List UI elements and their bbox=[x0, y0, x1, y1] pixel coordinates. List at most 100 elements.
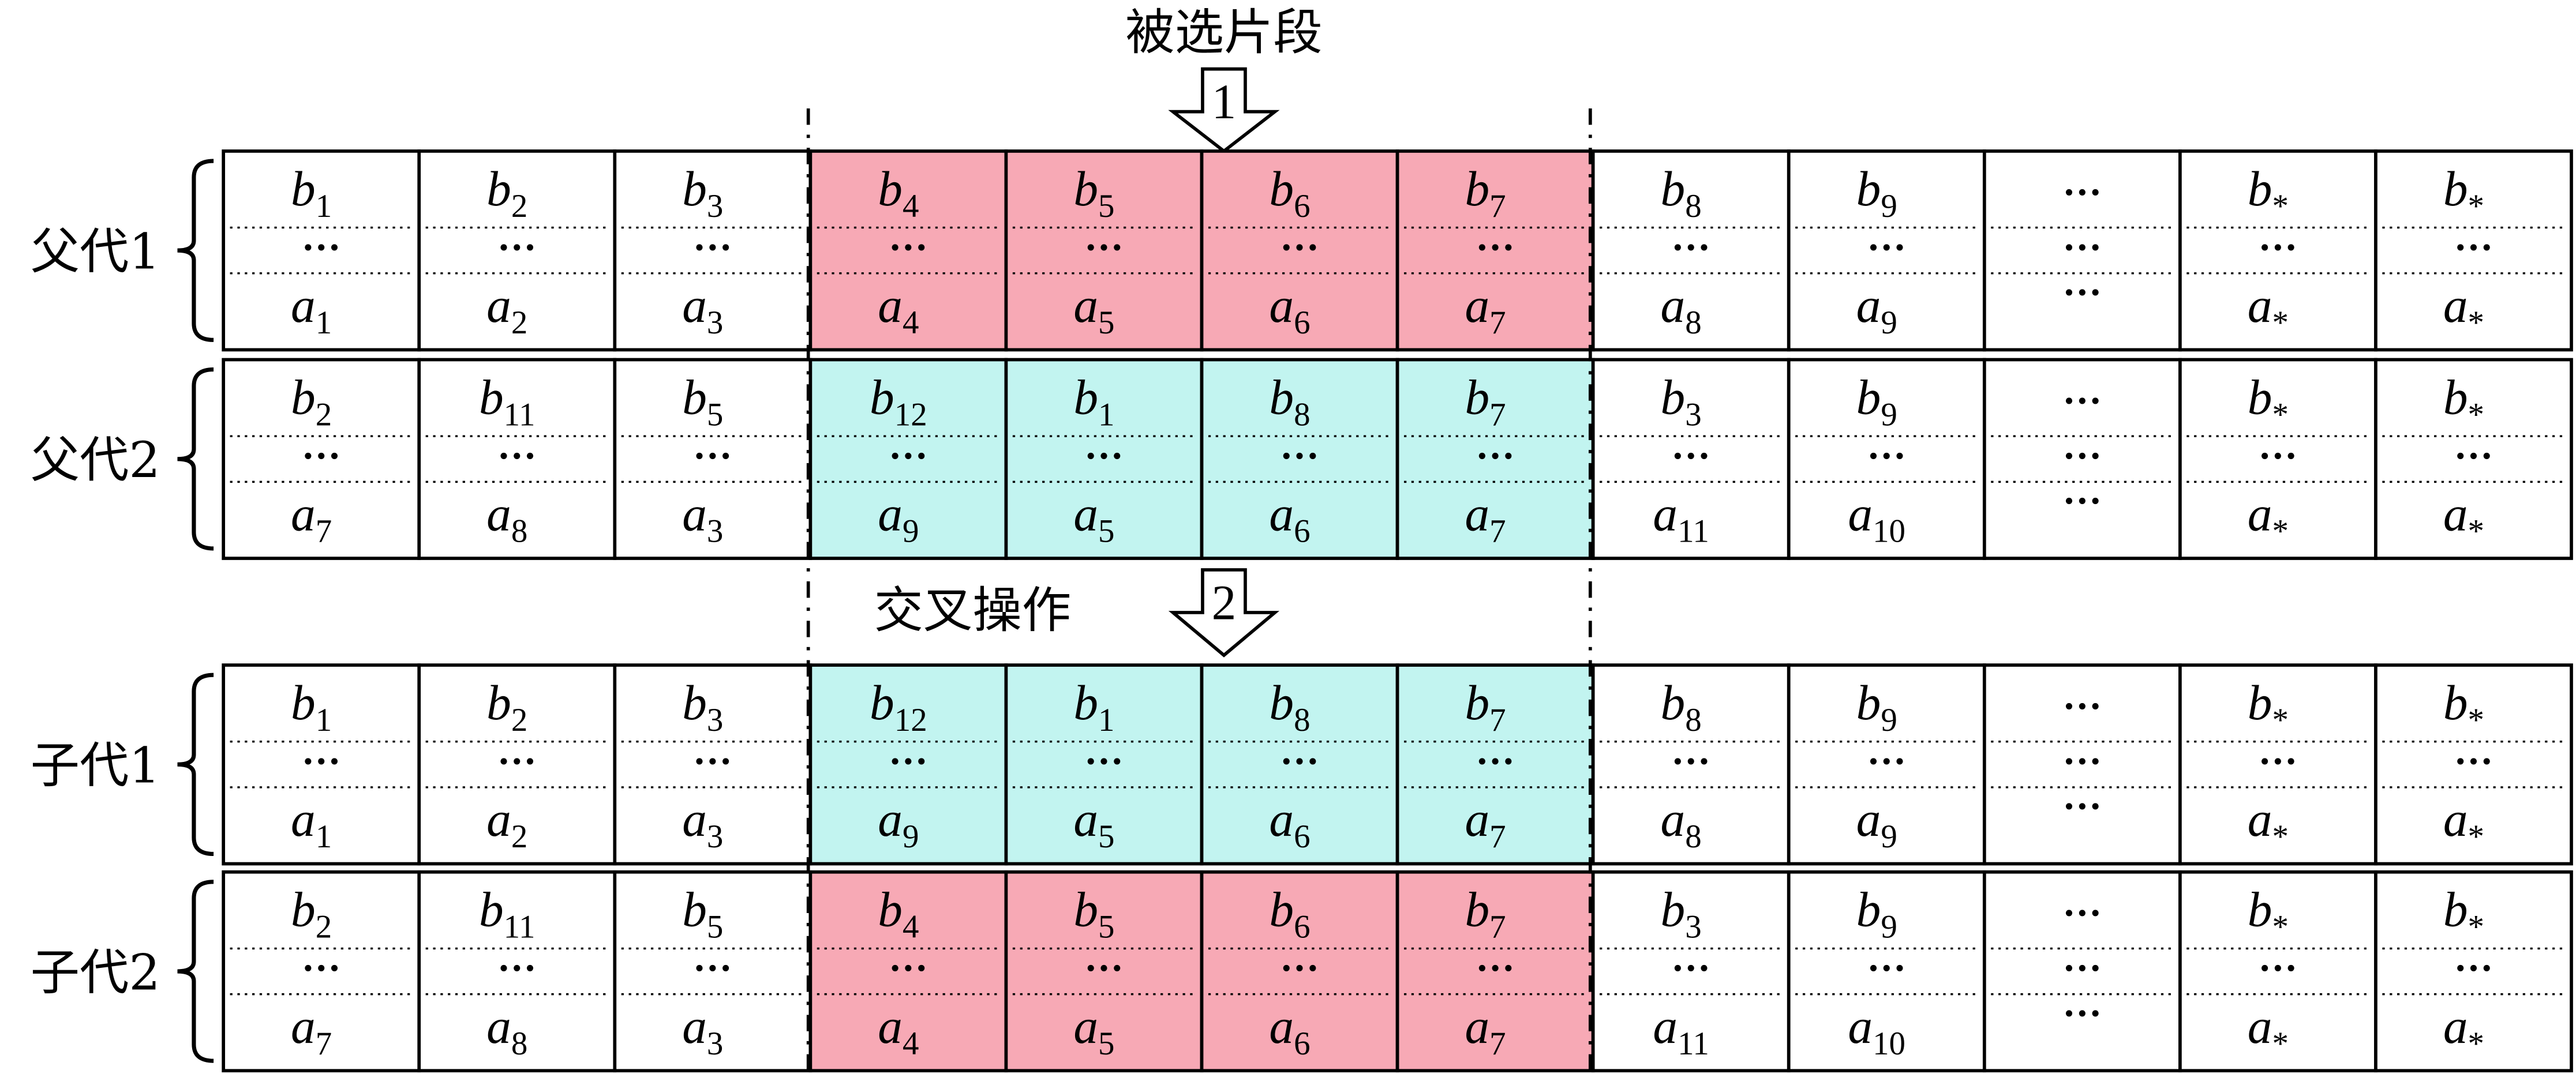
gene-subscript: * bbox=[2468, 396, 2484, 433]
gene-cell: ···b*a* bbox=[2374, 870, 2573, 1073]
b-gene: b7 bbox=[1465, 370, 1506, 433]
gene-symbol: a bbox=[1269, 1000, 1294, 1054]
ellipsis: ··· bbox=[2062, 946, 2102, 990]
a-gene: a9 bbox=[878, 487, 919, 550]
a-gene: a2 bbox=[486, 279, 527, 341]
gene-symbol: b bbox=[1465, 370, 1489, 425]
gene-subscript: 3 bbox=[707, 818, 723, 855]
b-gene: b2 bbox=[486, 676, 527, 738]
ellipsis: ··· bbox=[2062, 684, 2102, 728]
a-gene: a* bbox=[2443, 1000, 2484, 1062]
b-gene: b9 bbox=[1856, 883, 1897, 945]
a-gene: a* bbox=[2248, 279, 2289, 341]
a-gene: a2 bbox=[486, 793, 527, 855]
ellipsis: ··· bbox=[1476, 946, 1515, 990]
gene-symbol: b bbox=[486, 162, 511, 216]
a-gene: a3 bbox=[682, 793, 723, 855]
b-gene: b11 bbox=[479, 370, 536, 433]
gene-subscript: 11 bbox=[504, 396, 536, 433]
gene-symbol: b bbox=[2248, 162, 2272, 216]
gene-symbol: a bbox=[1073, 1000, 1098, 1054]
gene-symbol: a bbox=[1653, 487, 1678, 542]
ellipsis: ··· bbox=[1476, 739, 1515, 783]
gene-symbol: b bbox=[2443, 676, 2468, 730]
ellipsis: ··· bbox=[2062, 891, 2102, 935]
gene-symbol: b bbox=[682, 162, 707, 216]
gene-symbol: b bbox=[1856, 370, 1881, 425]
gene-symbol: b bbox=[1465, 162, 1489, 216]
b-gene: b7 bbox=[1465, 883, 1506, 945]
ellipsis: ··· bbox=[2454, 946, 2493, 990]
gene-subscript: 1 bbox=[316, 305, 332, 341]
chromosome-row: 子代1 ···b1a1···b2a2···b3a3···b12a9···b1a5·… bbox=[31, 663, 2573, 866]
b-gene: b* bbox=[2248, 883, 2289, 945]
ellipsis: ··· bbox=[497, 946, 537, 990]
gene-cell: ···b*a* bbox=[2374, 663, 2573, 866]
b-gene: b1 bbox=[291, 676, 332, 738]
a-gene: a5 bbox=[1073, 793, 1114, 855]
gene-symbol: b bbox=[682, 883, 707, 937]
gene-subscript: 11 bbox=[1678, 1026, 1709, 1062]
ellipsis: ··· bbox=[497, 739, 537, 783]
b-gene: b* bbox=[2443, 162, 2484, 224]
gene-subscript: * bbox=[2468, 188, 2484, 224]
gene-subscript: 1 bbox=[316, 188, 332, 224]
gene-subscript: 1 bbox=[316, 702, 332, 738]
gene-subscript: 4 bbox=[903, 909, 919, 945]
gene-symbol: a bbox=[2248, 279, 2272, 333]
ellipsis: ··· bbox=[1671, 946, 1710, 990]
gene-symbol: a bbox=[682, 1000, 707, 1054]
b-gene: b8 bbox=[1269, 370, 1310, 433]
ellipsis: ··· bbox=[693, 225, 732, 269]
gene-symbol: b bbox=[682, 370, 707, 425]
b-gene: b8 bbox=[1661, 162, 1702, 224]
ellipsis: ··· bbox=[2062, 739, 2102, 783]
a-gene: a6 bbox=[1269, 793, 1310, 855]
b-gene: b9 bbox=[1856, 676, 1897, 738]
ellipsis: ··· bbox=[302, 946, 341, 990]
ellipsis: ··· bbox=[2454, 225, 2493, 269]
gene-symbol: b bbox=[1269, 370, 1294, 425]
ellipsis: ··· bbox=[2062, 991, 2102, 1035]
gene-subscript: * bbox=[2468, 513, 2484, 550]
gene-subscript: 3 bbox=[1685, 909, 1701, 945]
gene-subscript: * bbox=[2468, 818, 2484, 855]
gene-symbol: a bbox=[1073, 487, 1098, 542]
a-gene: a7 bbox=[291, 1000, 332, 1062]
ellipsis: ··· bbox=[1280, 225, 1319, 269]
chromosome-row: 子代2 ···b2a7···b11a8···b5a3···b4a4···b5a5·… bbox=[31, 870, 2573, 1073]
gene-cell: ········· bbox=[1982, 870, 2182, 1073]
gene-symbol: a bbox=[2443, 793, 2468, 847]
gene-symbol: b bbox=[1661, 162, 1686, 216]
b-gene: b1 bbox=[291, 162, 332, 224]
gene-subscript: 6 bbox=[1294, 909, 1310, 945]
ellipsis: ··· bbox=[889, 739, 928, 783]
arrow-1: 1 bbox=[1168, 67, 1280, 153]
ellipsis: ··· bbox=[693, 946, 732, 990]
a-gene: a* bbox=[2443, 279, 2484, 341]
gene-symbol: b bbox=[1073, 676, 1098, 730]
ellipsis: ··· bbox=[2062, 170, 2102, 214]
a-gene: a7 bbox=[291, 487, 332, 550]
gene-subscript: 3 bbox=[707, 188, 723, 224]
gene-symbol: b bbox=[1073, 162, 1098, 216]
ellipsis: ··· bbox=[1867, 225, 1906, 269]
ellipsis: ··· bbox=[1867, 739, 1906, 783]
gene-symbol: b bbox=[870, 370, 894, 425]
a-gene: a9 bbox=[878, 793, 919, 855]
gene-subscript: 5 bbox=[1098, 513, 1114, 550]
ellipsis: ··· bbox=[2258, 946, 2297, 990]
gene-symbol: a bbox=[1653, 1000, 1678, 1054]
gene-symbol: b bbox=[291, 370, 316, 425]
gene-symbol: a bbox=[1856, 279, 1881, 333]
ellipsis: ··· bbox=[2062, 271, 2102, 314]
ellipsis: ··· bbox=[1671, 434, 1710, 478]
